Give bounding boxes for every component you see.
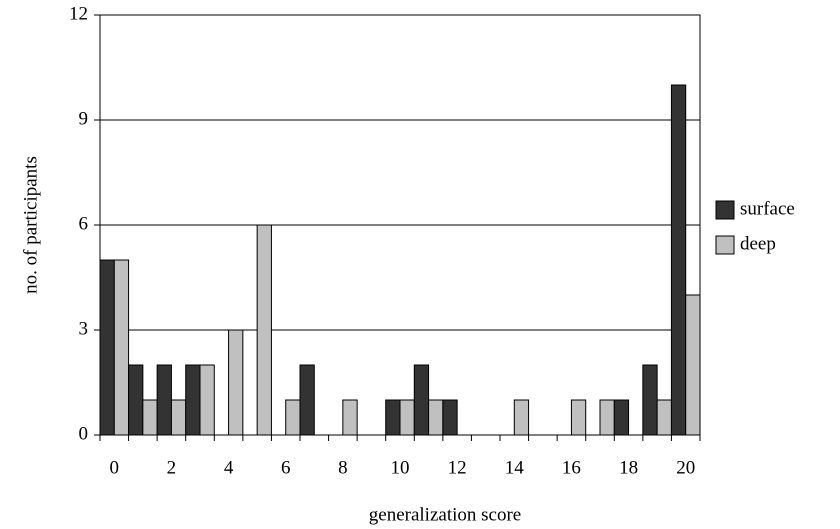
bar: [285, 399, 301, 436]
x-tick-label: 0: [110, 457, 120, 478]
bar: [413, 364, 430, 436]
bar: [442, 399, 458, 436]
y-tick-label: 0: [79, 423, 89, 444]
bar: [156, 364, 172, 436]
y-axis-title: no. of participants: [20, 156, 41, 294]
bar: [113, 259, 130, 436]
y-tick-label: 6: [79, 213, 89, 234]
x-tick-label: 4: [224, 457, 234, 478]
x-tick-label: 14: [505, 457, 525, 478]
bar: [256, 224, 272, 436]
legend-label: surface: [740, 198, 795, 219]
legend-swatch: [715, 200, 735, 220]
x-tick-label: 10: [391, 457, 410, 478]
bar: [385, 399, 401, 436]
x-tick-label: 16: [562, 457, 581, 478]
bar: [299, 364, 315, 436]
bar: [128, 364, 144, 436]
bar: [170, 399, 187, 436]
y-tick-label: 12: [69, 3, 88, 24]
bar: [642, 364, 658, 436]
bar: [428, 399, 444, 436]
x-tick-label: 2: [167, 457, 177, 478]
x-tick-label: 18: [619, 457, 638, 478]
bar: [199, 364, 215, 436]
x-tick-label: 12: [448, 457, 467, 478]
legend-label: deep: [740, 233, 776, 254]
bar: [685, 294, 701, 436]
bar: [599, 399, 615, 436]
bar: [656, 399, 672, 436]
x-axis-title: generalization score: [369, 504, 521, 525]
bar: [670, 84, 687, 436]
bar: [185, 364, 201, 436]
bar: [142, 399, 158, 436]
x-tick-label: 20: [676, 457, 695, 478]
bar: [399, 399, 415, 436]
bar: [342, 399, 358, 436]
x-tick-label: 8: [338, 457, 348, 478]
bar: [513, 399, 530, 436]
legend-swatch: [715, 235, 735, 255]
bar: [99, 259, 115, 436]
bar: [228, 329, 244, 436]
x-tick-label: 6: [281, 457, 291, 478]
y-tick-label: 9: [79, 108, 89, 129]
bar: [613, 399, 630, 436]
y-tick-label: 3: [79, 318, 89, 339]
bar: [570, 399, 587, 436]
